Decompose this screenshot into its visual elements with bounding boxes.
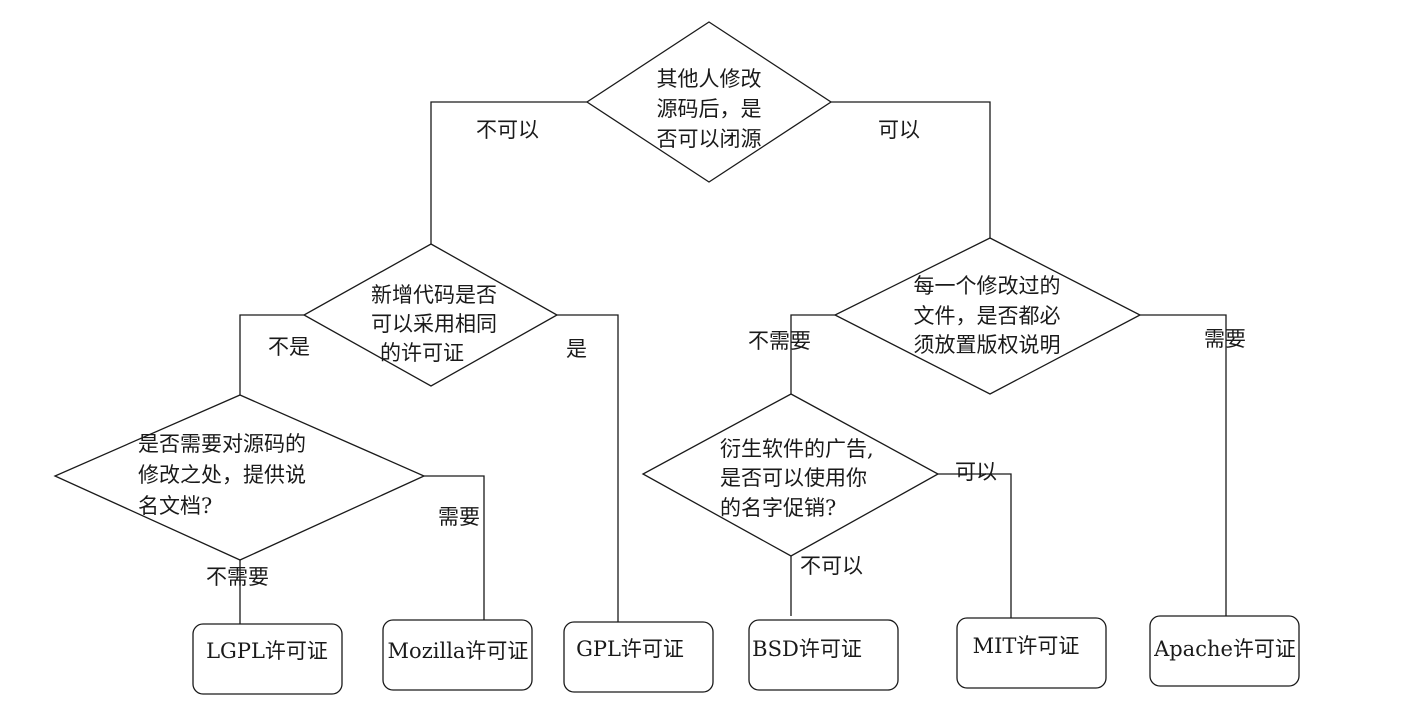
license-mozilla-label: Mozilla许可证 xyxy=(388,639,529,663)
license-mozilla: Mozilla许可证 xyxy=(382,619,533,691)
edge-ad-yes xyxy=(938,473,1012,618)
edge-label-right-no: 不需要 xyxy=(748,329,811,353)
edge-label-left-no: 不是 xyxy=(268,335,310,359)
decision-doc-line-1: 是否需要对源码的 xyxy=(138,432,306,456)
edge-doc-yes xyxy=(424,475,485,620)
license-bsd-label: BSD许可证 xyxy=(752,637,862,661)
license-lgpl: LGPL许可证 xyxy=(192,623,343,695)
edge-label-doc-no: 不需要 xyxy=(206,565,269,589)
edge-label-doc-yes: 需要 xyxy=(438,505,480,529)
decision-doc: 是否需要对源码的 修改之处，提供说 名文档? xyxy=(53,394,426,561)
decision-left-line-1: 新增代码是否 xyxy=(371,283,497,307)
license-mit-label: MIT许可证 xyxy=(973,634,1080,658)
license-apache-label: Apache许可证 xyxy=(1153,637,1296,661)
edge-label-ad-yes: 可以 xyxy=(955,460,997,484)
decision-left-line-2: 可以采用相同 xyxy=(371,312,497,336)
decision-left-line-3: 的许可证 xyxy=(380,341,464,365)
decision-left-shape xyxy=(302,243,559,387)
decision-root-line-2: 源码后，是 xyxy=(657,97,762,121)
decision-doc-shape xyxy=(53,394,426,561)
decision-right-shape xyxy=(833,237,1142,395)
decision-left: 新增代码是否 可以采用相同 的许可证 xyxy=(302,243,559,387)
license-apache: Apache许可证 xyxy=(1149,615,1300,687)
edge-label-ad-no: 不可以 xyxy=(800,554,863,578)
license-mit: MIT许可证 xyxy=(956,617,1107,689)
license-mit-box xyxy=(956,617,1107,689)
license-mozilla-box xyxy=(382,619,533,691)
decision-root-line-1: 其他人修改 xyxy=(657,67,762,91)
license-apache-box xyxy=(1149,615,1300,687)
decision-ad-line-3: 的名字促销? xyxy=(720,496,836,520)
connectors xyxy=(239,101,1227,624)
license-gpl-label: GPL许可证 xyxy=(576,637,684,661)
decision-right-line-2: 文件，是否都必 xyxy=(914,304,1061,328)
license-gpl: GPL许可证 xyxy=(563,621,714,693)
edge-label-root-yes: 可以 xyxy=(878,118,920,142)
edge-labels: 不可以 可以 不是 是 不需要 需要 需要 不需要 可以 不可以 xyxy=(206,118,1246,589)
decision-right-line-3: 须放置版权说明 xyxy=(914,333,1061,357)
decision-ad-line-1: 衍生软件的广告, xyxy=(720,437,874,461)
edge-label-root-no: 不可以 xyxy=(476,118,539,142)
edge-label-left-yes: 是 xyxy=(566,337,587,361)
decision-ad-shape xyxy=(641,393,940,557)
license-bsd: BSD许可证 xyxy=(748,619,899,691)
decision-doc-line-3: 名文档? xyxy=(138,494,212,518)
decision-ad: 衍生软件的广告, 是否可以使用你 的名字促销? xyxy=(641,393,940,557)
decision-doc-line-2: 修改之处，提供说 xyxy=(138,463,306,487)
license-bsd-box xyxy=(748,619,899,691)
decision-right-line-1: 每一个修改过的 xyxy=(914,274,1061,298)
edge-right-no xyxy=(790,314,835,394)
decision-ad-line-2: 是否可以使用你 xyxy=(720,466,867,490)
decision-root: 其他人修改 源码后，是 否可以闭源 xyxy=(585,21,833,183)
edge-label-right-yes: 需要 xyxy=(1204,327,1246,351)
license-lgpl-box xyxy=(192,623,343,695)
license-lgpl-label: LGPL许可证 xyxy=(206,639,328,663)
decision-right: 每一个修改过的 文件，是否都必 须放置版权说明 xyxy=(833,237,1142,395)
edge-root-yes xyxy=(831,101,991,238)
decision-root-shape xyxy=(585,21,833,183)
license-gpl-box xyxy=(563,621,714,693)
decision-root-line-3: 否可以闭源 xyxy=(657,127,762,151)
edge-root-no xyxy=(430,101,587,244)
edge-right-yes xyxy=(1140,314,1227,616)
edge-left-yes xyxy=(557,314,619,622)
edge-left-no xyxy=(239,314,304,395)
